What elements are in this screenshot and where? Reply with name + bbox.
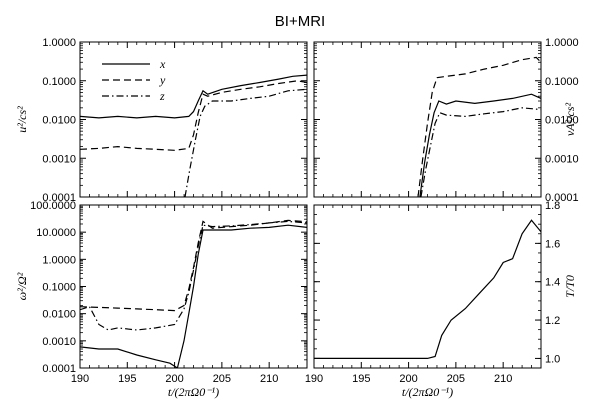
y-tick-label: 0.0001 [42,192,76,204]
series-line-x [419,93,541,197]
legend-label-z: z [159,89,165,103]
y-tick-label: 0.0010 [42,336,76,348]
y-tick-label: 1.0000 [42,37,76,49]
x-tick-label: 190 [71,373,89,385]
y-tick-label: 1.0 [545,353,560,365]
y-tick-label: 0.0010 [545,153,579,165]
y-tick-label: 0.1000 [42,282,76,294]
legend-label-y: y [159,73,166,87]
x-tick-label: 205 [447,373,465,385]
x-axis-label: t/(2πΩ0⁻¹) [402,385,453,399]
y-axis-label: T/T0 [563,275,577,298]
series-line-x [80,224,307,368]
y-tick-label: 0.0100 [545,115,579,127]
plot-frame [79,41,308,198]
series-line-x [80,74,307,119]
y-tick-label: 0.0100 [42,309,76,321]
y-tick-label: 0.0001 [42,363,76,375]
x-tick-label: 210 [260,373,278,385]
panel-top-right: 0.0001 0.0010 0.0100 0.1000 1.0000 vA²/cs² [313,37,579,204]
series-line-z [184,88,307,197]
series-line-y [80,219,307,312]
y-tick-label: 1.0000 [42,254,76,266]
panel-bottom-right: 1.0 1.2 1.4 1.6 1.8 190 195 200 205 210 T/T0 t/(2πΩ… [305,200,577,399]
panel-bottom-left: 0.0001 0.0010 0.0100 0.1000 1.0000 10.0000 100… [15,200,308,399]
y-tick-label: 0.1000 [42,76,76,88]
y-tick-label: 1.2 [545,315,560,327]
legend: xyz [102,57,166,103]
y-tick-label: 1.0000 [545,37,579,49]
plot-frame [313,204,542,369]
series-line-z [80,220,307,331]
panel-top-left: 0.0001 0.0010 0.0100 0.1000 1.0000 u²/cs² xyz [15,37,308,204]
series-line-z [420,107,541,197]
y-tick-label: 1.6 [545,238,560,250]
y-tick-label: 1.4 [545,277,560,289]
y-tick-label: 0.0100 [42,115,76,127]
y-axis-label: ω²/Ω² [15,272,29,300]
series-line-y [80,80,307,151]
series-line-y [417,56,541,197]
x-axis-label: t/(2πΩ0⁻¹) [168,385,219,399]
y-tick-label: 1.8 [545,200,560,212]
x-tick-label: 205 [213,373,231,385]
x-tick-label: 195 [118,373,136,385]
y-tick-label: 100.0000 [30,200,76,212]
y-axis-label: u²/cs² [15,106,29,133]
series-line-T [314,219,541,359]
y-tick-label: 10.0000 [36,227,76,239]
x-tick-label: 190 [305,373,323,385]
x-tick-label: 195 [352,373,370,385]
legend-label-x: x [159,57,166,71]
y-tick-label: 0.1000 [545,76,579,88]
x-tick-label: 200 [399,373,417,385]
y-tick-label: 0.0010 [42,153,76,165]
y-axis-label: vA²/cs² [563,103,577,137]
y-tick-label: 0.0001 [545,192,579,204]
figure-title: BI+MRI [275,13,325,30]
x-tick-label: 210 [494,373,512,385]
x-tick-label: 200 [165,373,183,385]
